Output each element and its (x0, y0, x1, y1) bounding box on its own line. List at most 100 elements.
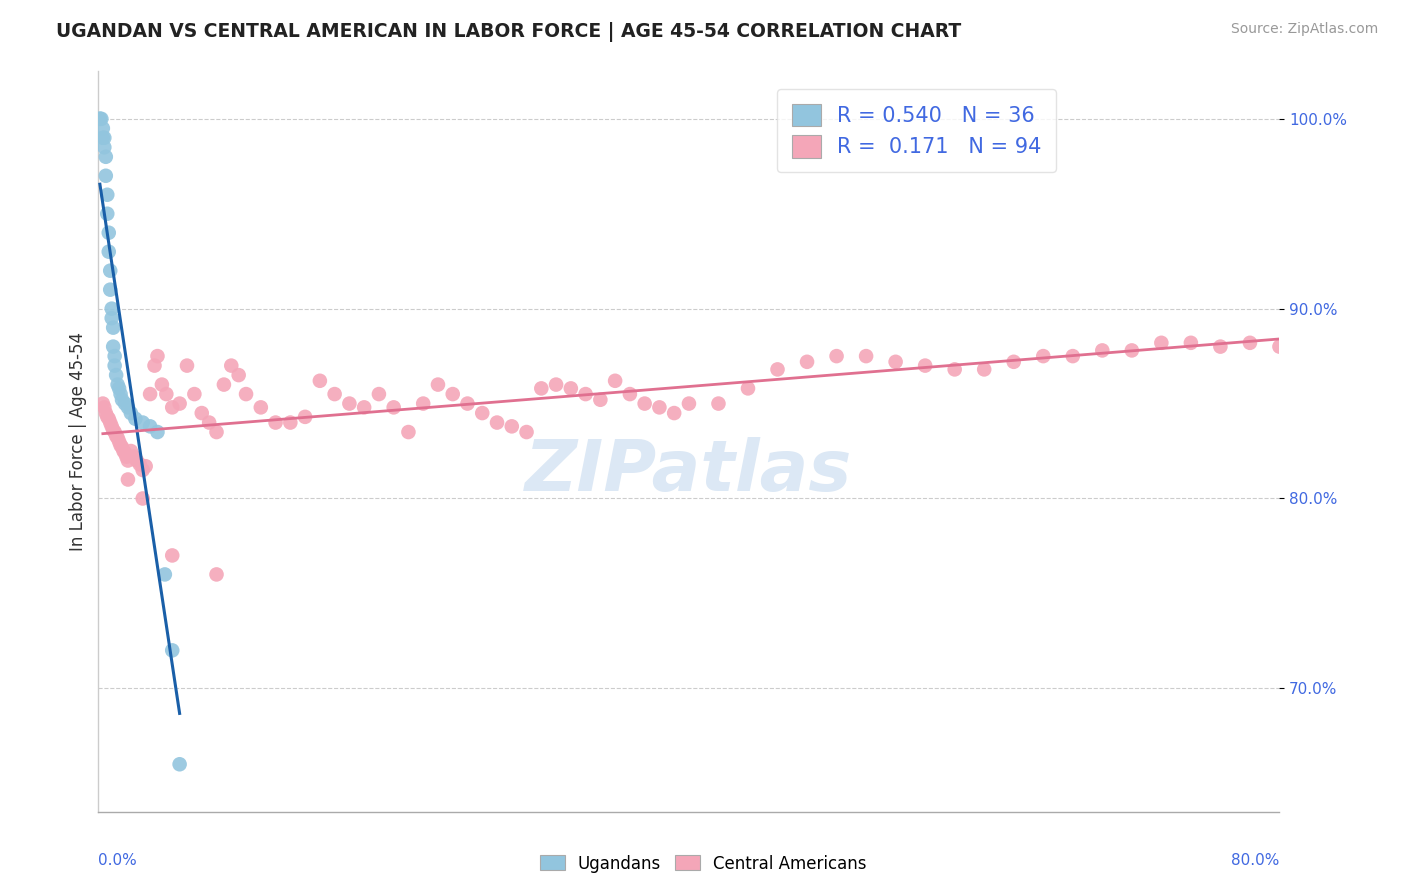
Point (132, 416, 155, 430)
Point (169, 757, 191, 772)
Point (96, 187, 118, 202)
Point (135, 459, 157, 474)
Point (108, 381, 131, 395)
Point (1268, 340, 1291, 354)
Point (1121, 343, 1143, 358)
Point (128, 458, 150, 472)
Point (100, 311, 122, 326)
Point (471, 406, 494, 420)
Point (486, 416, 509, 430)
Point (309, 374, 332, 388)
Point (132, 463, 155, 477)
Point (94, 406, 117, 420)
Point (114, 446, 136, 460)
Text: Source: ZipAtlas.com: Source: ZipAtlas.com (1230, 22, 1378, 37)
Point (97, 226, 120, 240)
Point (205, 425, 228, 439)
Point (457, 396, 479, 410)
Point (664, 406, 686, 420)
Point (98, 416, 121, 430)
Point (98, 283, 121, 297)
Point (111, 392, 134, 407)
Point (212, 377, 235, 392)
Point (122, 450, 145, 464)
Point (107, 431, 129, 445)
Point (103, 423, 125, 437)
Point (250, 401, 273, 415)
Text: UGANDAN VS CENTRAL AMERICAN IN LABOR FORCE | AGE 45-54 CORRELATION CHART: UGANDAN VS CENTRAL AMERICAN IN LABOR FOR… (56, 22, 962, 42)
Point (103, 320, 125, 334)
Point (111, 440, 134, 454)
Point (427, 377, 450, 392)
Point (90, 112, 112, 126)
Point (94, 150, 117, 164)
Point (205, 567, 228, 582)
Text: 80.0%: 80.0% (1232, 854, 1279, 869)
Point (183, 387, 205, 401)
Point (100, 301, 122, 316)
Point (103, 340, 125, 354)
Point (146, 425, 169, 439)
Point (678, 396, 700, 410)
Point (1002, 355, 1025, 369)
Point (100, 419, 122, 434)
Point (589, 392, 612, 407)
Point (221, 359, 243, 373)
Point (155, 387, 177, 401)
Point (120, 444, 142, 458)
Point (139, 419, 162, 434)
Point (294, 409, 316, 424)
Point (93, 140, 115, 154)
Point (973, 362, 995, 376)
Point (914, 359, 936, 373)
Point (91, 130, 114, 145)
Point (825, 349, 848, 363)
Legend: Ugandans, Central Americans: Ugandans, Central Americans (533, 848, 873, 880)
Point (108, 434, 131, 449)
Point (150, 377, 173, 392)
Y-axis label: In Labor Force | Age 45-54: In Labor Force | Age 45-54 (69, 332, 87, 551)
Point (91, 121, 114, 136)
Point (93, 401, 115, 415)
Point (323, 387, 346, 401)
Point (1239, 335, 1261, 350)
Point (124, 411, 146, 425)
Point (884, 355, 907, 369)
Point (114, 396, 136, 410)
Point (104, 359, 127, 373)
Point (162, 643, 183, 657)
Point (441, 387, 464, 401)
Legend: R = 0.540   N = 36, R =  0.171   N = 94: R = 0.540 N = 36, R = 0.171 N = 94 (778, 89, 1056, 172)
Point (264, 416, 287, 430)
Point (634, 396, 657, 410)
Point (398, 425, 420, 439)
Point (132, 491, 155, 506)
Point (105, 429, 128, 443)
Point (112, 444, 135, 458)
Point (120, 406, 142, 420)
Point (1032, 349, 1054, 363)
Point (943, 362, 966, 376)
Point (1062, 349, 1084, 363)
Point (115, 450, 138, 464)
Point (1180, 335, 1202, 350)
Point (516, 425, 538, 439)
Point (96, 207, 118, 221)
Point (117, 473, 139, 487)
Point (228, 368, 250, 383)
Point (412, 396, 434, 410)
Point (162, 549, 183, 563)
Point (107, 377, 129, 392)
Point (339, 396, 361, 410)
Point (796, 355, 818, 369)
Point (382, 401, 405, 415)
Point (98, 263, 121, 277)
Point (1091, 343, 1114, 358)
Point (146, 349, 169, 363)
Point (110, 387, 132, 401)
Point (117, 453, 139, 467)
Point (91, 396, 114, 410)
Point (104, 349, 127, 363)
Point (368, 387, 391, 401)
Point (143, 359, 166, 373)
